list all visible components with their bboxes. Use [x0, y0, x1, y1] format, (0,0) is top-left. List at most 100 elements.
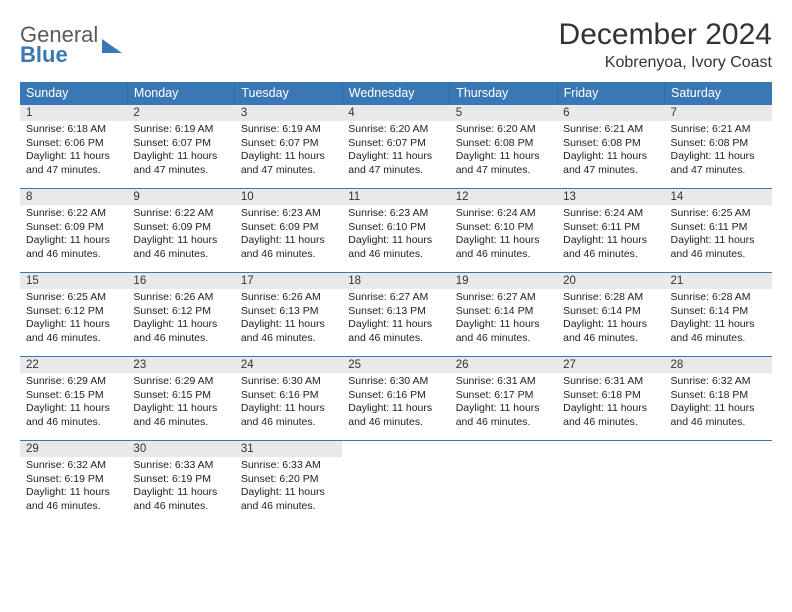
weekday-header: Monday [127, 82, 234, 105]
day-number: 30 [127, 441, 234, 457]
calendar-row: 8Sunrise: 6:22 AMSunset: 6:09 PMDaylight… [20, 189, 772, 273]
calendar-cell: 3Sunrise: 6:19 AMSunset: 6:07 PMDaylight… [235, 105, 342, 189]
day-number: 1 [20, 105, 127, 121]
day-info: Sunrise: 6:24 AMSunset: 6:10 PMDaylight:… [450, 205, 557, 266]
day-number: 17 [235, 273, 342, 289]
calendar-cell: 22Sunrise: 6:29 AMSunset: 6:15 PMDayligh… [20, 357, 127, 441]
calendar-cell [557, 441, 664, 525]
day-info: Sunrise: 6:23 AMSunset: 6:09 PMDaylight:… [235, 205, 342, 266]
day-number: 15 [20, 273, 127, 289]
day-info: Sunrise: 6:23 AMSunset: 6:10 PMDaylight:… [342, 205, 449, 266]
day-number: 6 [557, 105, 664, 121]
day-number: 29 [20, 441, 127, 457]
day-info: Sunrise: 6:22 AMSunset: 6:09 PMDaylight:… [127, 205, 234, 266]
weekday-header: Saturday [665, 82, 772, 105]
day-info: Sunrise: 6:18 AMSunset: 6:06 PMDaylight:… [20, 121, 127, 182]
day-info: Sunrise: 6:26 AMSunset: 6:13 PMDaylight:… [235, 289, 342, 350]
weekday-header: Tuesday [235, 82, 342, 105]
calendar-cell: 6Sunrise: 6:21 AMSunset: 6:08 PMDaylight… [557, 105, 664, 189]
calendar-cell: 24Sunrise: 6:30 AMSunset: 6:16 PMDayligh… [235, 357, 342, 441]
day-info: Sunrise: 6:19 AMSunset: 6:07 PMDaylight:… [235, 121, 342, 182]
title-block: December 2024 Kobrenyoa, Ivory Coast [559, 18, 772, 72]
calendar-cell: 12Sunrise: 6:24 AMSunset: 6:10 PMDayligh… [450, 189, 557, 273]
day-info: Sunrise: 6:19 AMSunset: 6:07 PMDaylight:… [127, 121, 234, 182]
calendar-cell [665, 441, 772, 525]
day-info: Sunrise: 6:20 AMSunset: 6:08 PMDaylight:… [450, 121, 557, 182]
calendar-cell: 21Sunrise: 6:28 AMSunset: 6:14 PMDayligh… [665, 273, 772, 357]
calendar-cell: 14Sunrise: 6:25 AMSunset: 6:11 PMDayligh… [665, 189, 772, 273]
day-number: 3 [235, 105, 342, 121]
day-info: Sunrise: 6:31 AMSunset: 6:17 PMDaylight:… [450, 373, 557, 434]
calendar-cell [450, 441, 557, 525]
day-number: 13 [557, 189, 664, 205]
calendar-cell: 9Sunrise: 6:22 AMSunset: 6:09 PMDaylight… [127, 189, 234, 273]
weekday-row: SundayMondayTuesdayWednesdayThursdayFrid… [20, 82, 772, 105]
day-info: Sunrise: 6:25 AMSunset: 6:12 PMDaylight:… [20, 289, 127, 350]
calendar-cell: 11Sunrise: 6:23 AMSunset: 6:10 PMDayligh… [342, 189, 449, 273]
header: General Blue December 2024 Kobrenyoa, Iv… [20, 18, 772, 72]
day-number: 26 [450, 357, 557, 373]
calendar-body: 1Sunrise: 6:18 AMSunset: 6:06 PMDaylight… [20, 105, 772, 525]
day-info: Sunrise: 6:27 AMSunset: 6:13 PMDaylight:… [342, 289, 449, 350]
day-number: 2 [127, 105, 234, 121]
calendar-cell: 20Sunrise: 6:28 AMSunset: 6:14 PMDayligh… [557, 273, 664, 357]
day-number: 11 [342, 189, 449, 205]
day-number: 31 [235, 441, 342, 457]
day-number: 20 [557, 273, 664, 289]
calendar-cell: 4Sunrise: 6:20 AMSunset: 6:07 PMDaylight… [342, 105, 449, 189]
logo-triangle-icon [102, 39, 122, 53]
day-number: 10 [235, 189, 342, 205]
day-number: 4 [342, 105, 449, 121]
day-info: Sunrise: 6:32 AMSunset: 6:19 PMDaylight:… [20, 457, 127, 518]
day-info: Sunrise: 6:29 AMSunset: 6:15 PMDaylight:… [20, 373, 127, 434]
day-number: 25 [342, 357, 449, 373]
day-info: Sunrise: 6:29 AMSunset: 6:15 PMDaylight:… [127, 373, 234, 434]
day-info: Sunrise: 6:22 AMSunset: 6:09 PMDaylight:… [20, 205, 127, 266]
calendar-cell: 23Sunrise: 6:29 AMSunset: 6:15 PMDayligh… [127, 357, 234, 441]
day-number: 27 [557, 357, 664, 373]
day-info: Sunrise: 6:30 AMSunset: 6:16 PMDaylight:… [235, 373, 342, 434]
day-info: Sunrise: 6:20 AMSunset: 6:07 PMDaylight:… [342, 121, 449, 182]
day-number: 7 [665, 105, 772, 121]
location-subtitle: Kobrenyoa, Ivory Coast [559, 54, 772, 72]
day-info: Sunrise: 6:33 AMSunset: 6:20 PMDaylight:… [235, 457, 342, 518]
day-info: Sunrise: 6:26 AMSunset: 6:12 PMDaylight:… [127, 289, 234, 350]
day-number: 9 [127, 189, 234, 205]
calendar-cell: 18Sunrise: 6:27 AMSunset: 6:13 PMDayligh… [342, 273, 449, 357]
calendar-cell: 10Sunrise: 6:23 AMSunset: 6:09 PMDayligh… [235, 189, 342, 273]
calendar-cell: 30Sunrise: 6:33 AMSunset: 6:19 PMDayligh… [127, 441, 234, 525]
calendar-row: 29Sunrise: 6:32 AMSunset: 6:19 PMDayligh… [20, 441, 772, 525]
calendar-cell: 7Sunrise: 6:21 AMSunset: 6:08 PMDaylight… [665, 105, 772, 189]
weekday-header: Wednesday [342, 82, 449, 105]
calendar-cell: 1Sunrise: 6:18 AMSunset: 6:06 PMDaylight… [20, 105, 127, 189]
day-info: Sunrise: 6:32 AMSunset: 6:18 PMDaylight:… [665, 373, 772, 434]
logo-text: General Blue [20, 24, 98, 66]
calendar-table: SundayMondayTuesdayWednesdayThursdayFrid… [20, 82, 772, 525]
day-number: 19 [450, 273, 557, 289]
day-number: 22 [20, 357, 127, 373]
day-number: 18 [342, 273, 449, 289]
day-number: 5 [450, 105, 557, 121]
logo-line2: Blue [20, 44, 98, 66]
day-info: Sunrise: 6:31 AMSunset: 6:18 PMDaylight:… [557, 373, 664, 434]
day-info: Sunrise: 6:28 AMSunset: 6:14 PMDaylight:… [665, 289, 772, 350]
calendar-cell: 17Sunrise: 6:26 AMSunset: 6:13 PMDayligh… [235, 273, 342, 357]
calendar-cell: 5Sunrise: 6:20 AMSunset: 6:08 PMDaylight… [450, 105, 557, 189]
calendar-cell: 31Sunrise: 6:33 AMSunset: 6:20 PMDayligh… [235, 441, 342, 525]
day-number: 21 [665, 273, 772, 289]
calendar-row: 15Sunrise: 6:25 AMSunset: 6:12 PMDayligh… [20, 273, 772, 357]
calendar-cell: 15Sunrise: 6:25 AMSunset: 6:12 PMDayligh… [20, 273, 127, 357]
calendar-cell: 19Sunrise: 6:27 AMSunset: 6:14 PMDayligh… [450, 273, 557, 357]
day-number: 8 [20, 189, 127, 205]
day-info: Sunrise: 6:21 AMSunset: 6:08 PMDaylight:… [665, 121, 772, 182]
weekday-header: Thursday [450, 82, 557, 105]
weekday-header: Friday [557, 82, 664, 105]
calendar-cell: 29Sunrise: 6:32 AMSunset: 6:19 PMDayligh… [20, 441, 127, 525]
day-number: 14 [665, 189, 772, 205]
day-number: 28 [665, 357, 772, 373]
day-info: Sunrise: 6:24 AMSunset: 6:11 PMDaylight:… [557, 205, 664, 266]
calendar-cell: 27Sunrise: 6:31 AMSunset: 6:18 PMDayligh… [557, 357, 664, 441]
day-info: Sunrise: 6:28 AMSunset: 6:14 PMDaylight:… [557, 289, 664, 350]
calendar-cell [342, 441, 449, 525]
day-number: 16 [127, 273, 234, 289]
